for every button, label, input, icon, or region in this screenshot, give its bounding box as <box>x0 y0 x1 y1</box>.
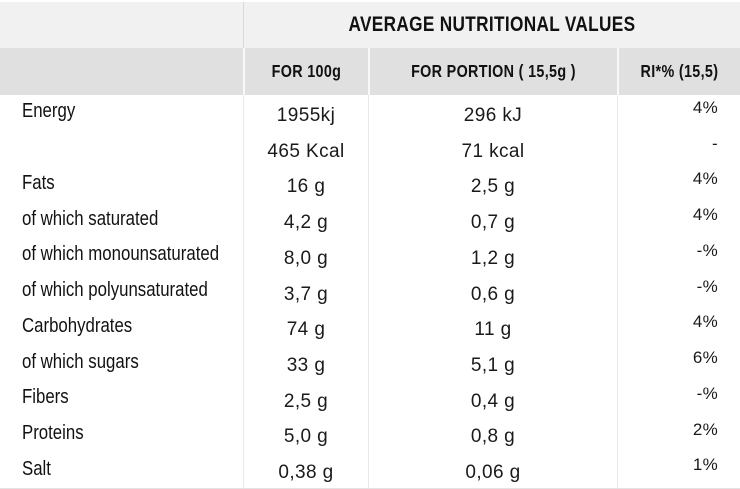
value-per-portion: 2,5 g <box>368 166 617 203</box>
value-per-100g: 74 g <box>243 309 368 346</box>
value-per-100g: 465 Kcal <box>243 130 368 167</box>
value-per-100g: 4,2 g <box>243 202 368 238</box>
value-per-portion: 296 kJ <box>368 95 617 131</box>
row-label: Fibers <box>22 386 69 409</box>
table-row-energy-kj: Energy 1955kj 296 kJ 4% <box>0 95 740 131</box>
value-per-portion: 71 kcal <box>368 130 617 167</box>
row-label <box>0 131 243 167</box>
table-row-carbohydrates: Carbohydrates 74 g 11 g 4% <box>0 309 740 346</box>
header-title-cell: AVERAGE NUTRITIONAL VALUES <box>243 2 740 48</box>
value-per-portion: 0,4 g <box>368 380 617 417</box>
value-ri-percent: -% <box>617 273 740 310</box>
value-per-portion: 0,06 g <box>368 452 617 489</box>
value-ri-percent: -% <box>617 380 740 417</box>
value-per-100g: 8,0 g <box>243 237 368 274</box>
row-label: of which polyunsaturated <box>22 279 208 302</box>
value-per-portion: 1,2 g <box>368 237 617 274</box>
value-per-portion: 5,1 g <box>368 345 617 381</box>
value-ri-percent: -% <box>617 237 740 274</box>
header-columns-row: FOR 100g FOR PORTION ( 15,5g ) RI*% (15,… <box>0 48 740 95</box>
value-ri-percent: 6% <box>617 345 740 381</box>
value-ri-percent: 4% <box>617 166 740 203</box>
value-per-100g: 16 g <box>243 166 368 203</box>
column-header-per-100g: FOR 100g <box>243 48 368 95</box>
table-row-sugars: of which sugars 33 g 5,1 g 6% <box>0 345 740 381</box>
value-per-100g: 3,7 g <box>243 273 368 310</box>
header-empty-cell <box>0 2 243 48</box>
table-row-salt: Salt 0,38 g 0,06 g 1% <box>0 452 740 489</box>
header-title-row: AVERAGE NUTRITIONAL VALUES <box>0 2 740 48</box>
header-label-column-cell <box>0 48 243 95</box>
row-label: of which saturated <box>22 207 159 230</box>
column-header-per-portion: FOR PORTION ( 15,5g ) <box>368 48 617 95</box>
row-label: of which monounsaturated <box>22 243 220 266</box>
value-per-100g: 5,0 g <box>243 416 368 453</box>
value-ri-percent: 4% <box>617 202 740 238</box>
value-ri-percent: 1% <box>617 452 740 489</box>
row-label: Energy <box>22 100 76 123</box>
table-body: Energy 1955kj 296 kJ 4% 465 Kcal 71 kcal… <box>0 95 740 489</box>
table-row-monounsaturated: of which monounsaturated 8,0 g 1,2 g -% <box>0 237 740 274</box>
row-label: Fats <box>22 171 55 194</box>
value-per-portion: 0,6 g <box>368 273 617 310</box>
value-ri-percent: 4% <box>617 309 740 346</box>
row-label: Salt <box>22 457 51 480</box>
row-label: Carbohydrates <box>22 314 133 337</box>
table-row-polyunsaturated: of which polyunsaturated 3,7 g 0,6 g -% <box>0 273 740 310</box>
value-per-portion: 0,7 g <box>368 202 617 238</box>
column-header-ri-percent: RI*% (15,5) <box>617 48 740 95</box>
value-per-portion: 0,8 g <box>368 416 617 453</box>
value-per-100g: 1955kj <box>243 95 368 131</box>
value-per-100g: 33 g <box>243 345 368 381</box>
value-per-portion: 11 g <box>368 309 617 346</box>
value-per-100g: 2,5 g <box>243 380 368 417</box>
value-per-100g: 0,38 g <box>243 452 368 489</box>
table-row-proteins: Proteins 5,0 g 0,8 g 2% <box>0 416 740 453</box>
value-ri-percent: - <box>617 130 740 167</box>
table-row-energy-kcal: 465 Kcal 71 kcal - <box>0 130 740 167</box>
row-label: of which sugars <box>22 350 139 373</box>
table-row-fibers: Fibers 2,5 g 0,4 g -% <box>0 380 740 417</box>
table-row-saturated: of which saturated 4,2 g 0,7 g 4% <box>0 202 740 238</box>
table-title: AVERAGE NUTRITIONAL VALUES <box>348 13 636 36</box>
table-row-fats: Fats 16 g 2,5 g 4% <box>0 166 740 203</box>
row-label: Proteins <box>22 421 84 444</box>
value-ri-percent: 4% <box>617 95 740 131</box>
value-ri-percent: 2% <box>617 416 740 453</box>
